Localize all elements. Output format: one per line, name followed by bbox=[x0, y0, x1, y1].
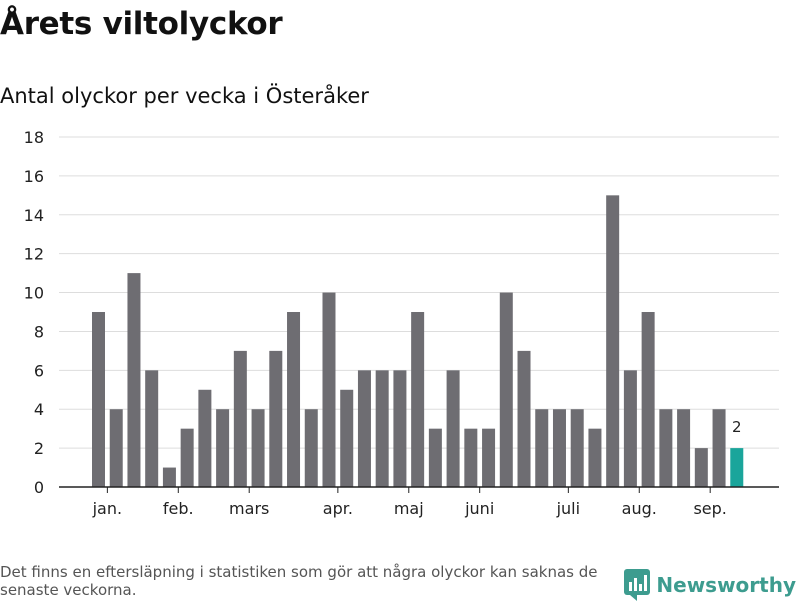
bar bbox=[659, 409, 673, 487]
bar bbox=[588, 428, 602, 487]
x-tick-label: mars bbox=[229, 499, 269, 518]
bar-highlight bbox=[730, 448, 744, 487]
x-tick-label: aug. bbox=[622, 499, 657, 518]
bar bbox=[517, 350, 531, 487]
footnote: Det finns en eftersläpning i statistiken… bbox=[0, 563, 598, 599]
bar bbox=[535, 409, 549, 487]
bar bbox=[464, 428, 478, 487]
bar bbox=[641, 312, 655, 487]
bar bbox=[393, 370, 407, 487]
bar bbox=[677, 409, 691, 487]
x-tick-label: jan. bbox=[92, 499, 122, 518]
x-tick-label: juni bbox=[464, 499, 494, 518]
brand-logo: Newsworthy bbox=[624, 569, 796, 601]
x-tick-label: juli bbox=[556, 499, 580, 518]
y-tick-label: 16 bbox=[24, 167, 44, 186]
bar bbox=[712, 409, 726, 487]
x-tick-label: sep. bbox=[693, 499, 726, 518]
bar bbox=[446, 370, 460, 487]
bar bbox=[552, 409, 566, 487]
bar bbox=[287, 312, 301, 487]
bar-chart-badge-icon bbox=[624, 569, 651, 601]
bar bbox=[482, 428, 496, 487]
bar bbox=[92, 312, 105, 487]
bar bbox=[251, 409, 265, 487]
y-tick-label: 14 bbox=[24, 206, 44, 225]
bar bbox=[109, 409, 123, 487]
y-tick-label: 18 bbox=[24, 128, 44, 147]
chart-title: Årets viltolyckor bbox=[0, 6, 283, 42]
bar bbox=[162, 467, 176, 487]
bar bbox=[322, 292, 336, 487]
bar bbox=[411, 312, 425, 487]
x-tick-label: apr. bbox=[323, 499, 353, 518]
brand-name: Newsworthy bbox=[656, 573, 796, 597]
bar bbox=[216, 409, 230, 487]
bar bbox=[570, 409, 584, 487]
chart-subtitle: Antal olyckor per vecka i Österåker bbox=[0, 84, 369, 108]
bar bbox=[606, 195, 620, 487]
x-tick-label: feb. bbox=[163, 499, 194, 518]
bar bbox=[127, 273, 141, 487]
bar-chart: 0 2 4 6 8 10 12 14 16 18 2 jan. feb. mars apr. maj juni j… bbox=[24, 128, 779, 518]
bar bbox=[499, 292, 513, 487]
y-tick-label: 2 bbox=[34, 439, 44, 458]
bar bbox=[340, 389, 354, 487]
bar bbox=[269, 350, 283, 487]
bar bbox=[623, 370, 637, 487]
y-tick-label: 8 bbox=[34, 322, 44, 341]
y-tick-label: 6 bbox=[34, 361, 44, 380]
y-tick-label: 0 bbox=[34, 478, 44, 497]
bar bbox=[198, 389, 212, 487]
bar bbox=[233, 350, 247, 487]
y-tick-label: 4 bbox=[34, 400, 44, 419]
bar bbox=[304, 409, 318, 487]
bar bbox=[694, 448, 708, 487]
bar bbox=[145, 370, 159, 487]
y-tick-label: 12 bbox=[24, 245, 44, 264]
bar bbox=[180, 428, 194, 487]
data-label: 2 bbox=[732, 418, 742, 436]
bar bbox=[428, 428, 442, 487]
bar bbox=[357, 370, 371, 487]
bar bbox=[375, 370, 389, 487]
y-tick-label: 10 bbox=[24, 284, 44, 303]
x-tick-label: maj bbox=[394, 499, 424, 518]
